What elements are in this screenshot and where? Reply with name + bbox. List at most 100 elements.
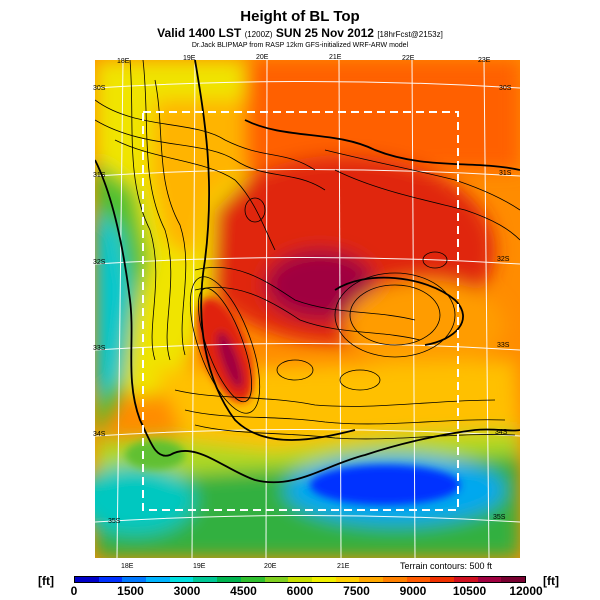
field-max-core (265, 250, 375, 320)
latitude-label-left: 35S (108, 518, 121, 525)
terrain-contour (334, 169, 520, 241)
bl-top-map (95, 60, 520, 558)
terrain-contour (324, 149, 520, 211)
colorbar-swatch (359, 577, 383, 582)
field-southwest-cyan (95, 465, 195, 535)
colorbar-swatch (477, 577, 502, 582)
colorbar-swatch (430, 577, 454, 582)
terrain-closed-contour (276, 359, 314, 381)
colorbar-swatch (217, 577, 241, 582)
terrain-major-contour (244, 119, 520, 171)
colorbar-tick-label: 10500 (452, 584, 487, 598)
colorbar-swatch (146, 577, 170, 582)
model-credit: Dr.Jack BLIPMAP from RASP 12km GFS-initi… (191, 42, 409, 49)
colorbar-tick-label: 1500 (117, 584, 144, 598)
colorbar-tick-label: 3000 (173, 584, 201, 598)
colorbar-tick-label: 4500 (230, 584, 257, 598)
meridian (411, 60, 416, 558)
colorbar-swatch (406, 577, 431, 582)
colorbar (74, 576, 526, 583)
terrain-contours-note: Terrain contours: 500 ft (400, 561, 493, 571)
latitude-label-left: 30S (93, 85, 106, 92)
latitude-label-right: 34S (495, 429, 508, 436)
meridian (338, 60, 342, 558)
longitude-label-top: 18E (117, 58, 130, 65)
colorbar-swatch (501, 577, 525, 582)
colorbar-swatch (240, 577, 265, 582)
field-ocean-blue (310, 465, 460, 505)
terrain-contour (95, 119, 326, 191)
terrain-closed-contour (244, 197, 266, 223)
parallel (95, 81, 520, 89)
longitude-label-top: 23E (478, 57, 491, 64)
latitude-label-right: 32S (497, 256, 510, 263)
colorbar-tick-label: 9000 (399, 584, 427, 598)
colorbar-swatch (382, 577, 407, 582)
latitude-label-right: 35S (493, 514, 506, 521)
colorbar-unit-left: [ft] (38, 574, 54, 588)
terrain-closed-contour (189, 276, 261, 414)
longitude-label-top: 20E (256, 54, 269, 61)
latitude-label-right: 33S (497, 342, 510, 349)
terrain-contour (114, 139, 276, 251)
valid-date: SUN 25 Nov 2012 (275, 26, 374, 40)
valid-utc: (1200Z) (244, 30, 273, 39)
colorbar-tick-label: 7500 (343, 584, 370, 598)
colorbar-swatch (122, 577, 147, 582)
field-north (245, 60, 520, 170)
terrain-contour (194, 286, 421, 341)
colorbar-swatch (264, 577, 289, 582)
terrain-major-contour (334, 276, 464, 346)
longitude-label-bottom: 18E (121, 563, 134, 570)
colorbar-tick-label: 12000 (509, 584, 543, 598)
terrain-contour (194, 424, 516, 440)
latitude-label-left: 31S (93, 172, 106, 179)
colorbar-swatch (288, 577, 312, 582)
latitude-label-left: 34S (93, 431, 106, 438)
colorbar-swatch (75, 577, 99, 582)
parallel (95, 169, 520, 177)
colorbar-swatch (311, 577, 336, 582)
terrain-closed-contour (198, 287, 252, 403)
meridian (265, 60, 268, 558)
field-coast-cyan (95, 210, 130, 400)
terrain-closed-contour (422, 251, 448, 269)
inner-domain-box (142, 111, 459, 511)
valid-time: Valid 1400 LST (157, 26, 242, 40)
field-range-maroon (217, 331, 243, 389)
field-west-orange (150, 100, 245, 260)
map-subtitle: Valid 1400 LST (1200Z) SUN 25 Nov 2012 [… (0, 26, 600, 40)
meridian (483, 60, 490, 558)
field-cape-green (125, 440, 185, 470)
parallel (95, 515, 520, 523)
parallel (95, 257, 520, 265)
colorbar-unit-right: [ft] (543, 574, 559, 588)
longitude-label-bottom: 21E (337, 563, 350, 570)
field-east-orange (345, 280, 505, 370)
latitude-label-right: 31S (499, 170, 512, 177)
colorbar-tick-label: 6000 (286, 584, 314, 598)
colorbar-swatch (169, 577, 194, 582)
latitude-label-right: 30S (499, 85, 512, 92)
longitude-label-top: 19E (183, 55, 196, 62)
longitude-label-bottom: 20E (264, 563, 277, 570)
coastline (95, 159, 520, 484)
colorbar-swatch (335, 577, 360, 582)
map-title: Height of BL Top (240, 8, 360, 25)
longitude-label-bottom: 19E (193, 563, 206, 570)
colorbar-tick-label: 0 (70, 584, 78, 598)
colorbar-swatch (98, 577, 123, 582)
terrain-closed-contour (334, 272, 456, 358)
terrain-contour (184, 409, 506, 425)
terrain-contour (174, 389, 496, 407)
latitude-label-left: 33S (93, 345, 106, 352)
longitude-label-top: 22E (402, 55, 415, 62)
latitude-label-left: 32S (93, 259, 106, 266)
map-canvas (95, 60, 520, 558)
terrain-contour (95, 99, 316, 171)
colorbar-swatch (454, 577, 478, 582)
terrain-contour (154, 79, 187, 356)
terrain-contour (194, 266, 416, 321)
colorbar-swatch (193, 577, 218, 582)
forecast-info: [18hrFcst@2153z] (377, 30, 443, 39)
